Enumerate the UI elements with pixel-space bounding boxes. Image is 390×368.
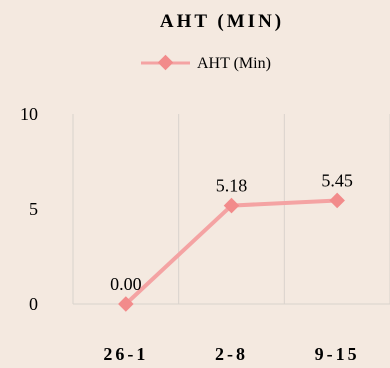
y-tick-label: 0: [29, 294, 38, 314]
x-axis: 26-1 2-8 9-15: [103, 344, 360, 364]
y-tick-label: 5: [29, 199, 38, 219]
data-point-marker: [329, 192, 345, 209]
series-line: [124, 198, 338, 306]
data-labels: 0.00 5.18 5.45: [110, 170, 353, 294]
data-point-marker: [223, 197, 240, 214]
chart-title: AHT (MIN): [160, 11, 284, 32]
y-axis: 0 5 10: [20, 104, 38, 314]
data-label: 5.18: [216, 176, 248, 196]
x-tick-label: 9-15: [315, 344, 360, 364]
y-tick-label: 10: [20, 104, 38, 124]
x-tick-label: 2-8: [215, 344, 248, 364]
legend-marker-swatch: [157, 54, 174, 71]
data-label: 5.45: [321, 170, 353, 190]
legend: AHT (Min): [141, 54, 271, 72]
x-tick-label: 26-1: [103, 344, 148, 364]
legend-label: AHT (Min): [197, 55, 271, 72]
series-aht-min: [118, 192, 345, 312]
data-label: 0.00: [110, 274, 142, 294]
